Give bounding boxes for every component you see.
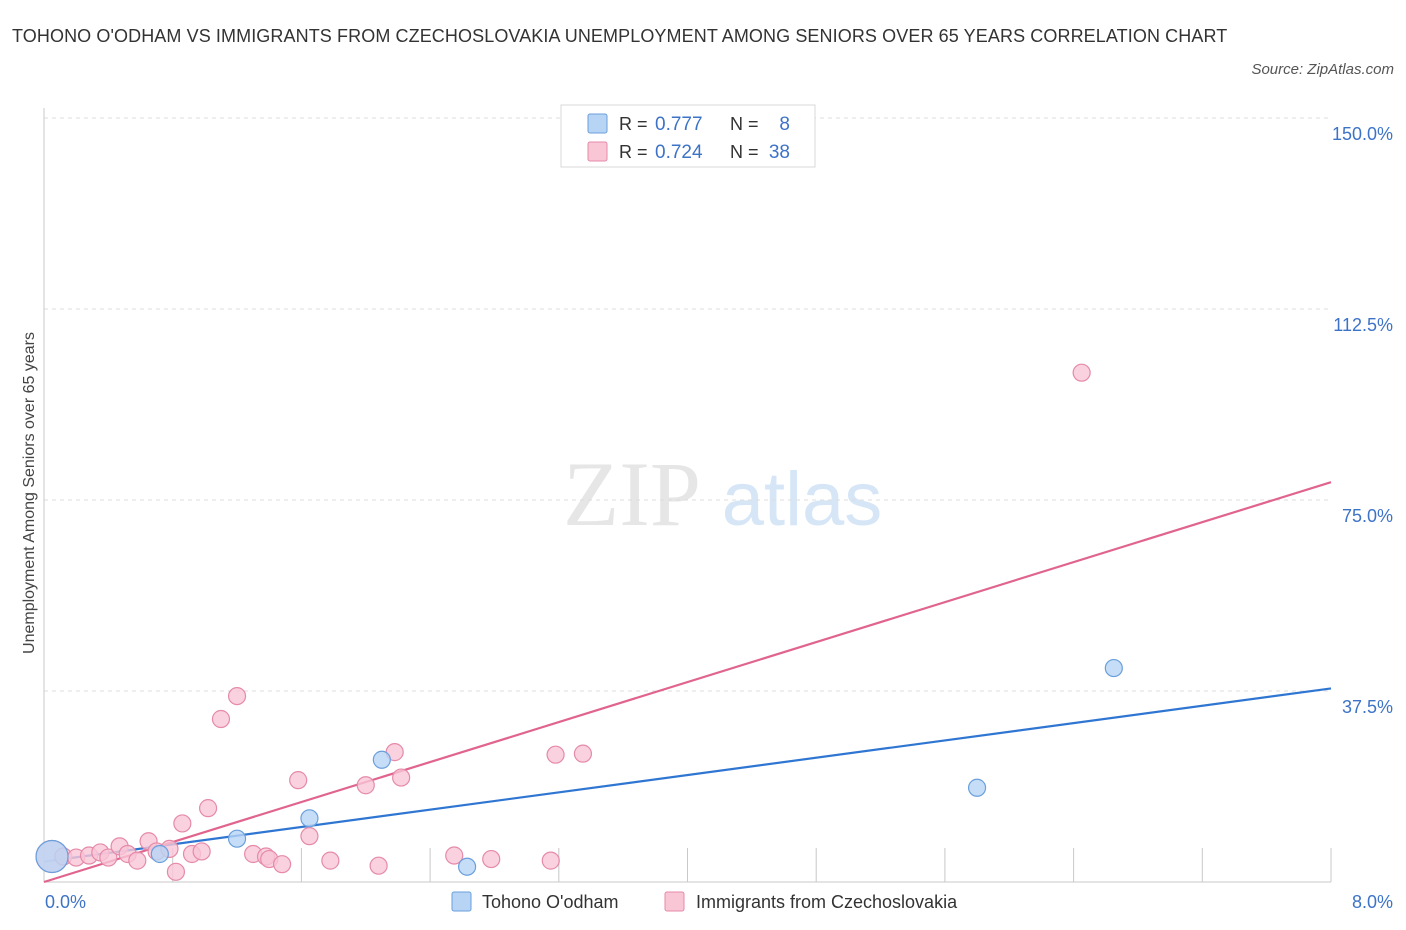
stats-n-label-pink: N = [730,142,759,162]
y-tick-label-3: 37.5% [1342,697,1393,717]
x-tick-label-0: 0.0% [45,892,86,912]
point-czechoslovakia-17 [211,709,231,729]
point-czechoslovakia-33 [546,745,565,764]
stats-r-label-blue: R = [619,114,648,134]
stats-swatch-pink [587,141,608,162]
point-czechoslovakia-29 [392,768,411,787]
point-tohono-6 [967,778,987,797]
stats-n-label-blue: N = [730,114,759,134]
data-points [35,363,1123,881]
stats-swatch-blue [587,113,608,134]
point-czechoslovakia-26 [356,776,375,795]
stats-r-value-blue: 0.777 [655,114,703,135]
point-czechoslovakia-24 [300,827,319,846]
legend-swatch-tohono [451,891,472,912]
point-czechoslovakia-16 [198,799,218,818]
point-tohono-4 [372,750,391,769]
point-czechoslovakia-30 [445,846,464,865]
point-czechoslovakia-25 [321,851,340,870]
series-legend: Tohono O'odham Immigrants from Czechoslo… [451,891,958,912]
point-czechoslovakia-8 [128,851,147,870]
source-credit: Source: ZipAtlas.com [1251,61,1394,78]
trend-line-tohono [43,687,1332,863]
trend-line-czechoslovakia [43,481,1332,884]
point-czechoslovakia-13 [173,814,192,833]
point-tohono-5 [458,857,477,876]
gridlines [44,117,1331,692]
stats-r-value-pink: 0.724 [655,142,703,163]
watermark-atlas: atlas [722,457,883,542]
legend-swatch-czechoslovakia [664,891,685,912]
stats-n-value-pink: 38 [769,142,790,163]
stats-n-value-blue: 8 [779,114,790,135]
point-czechoslovakia-35 [1072,363,1091,382]
point-tohono-1 [150,844,169,864]
watermark-zip: ZIP [563,443,701,545]
point-tohono-7 [1104,658,1123,678]
point-tohono-0 [35,839,69,874]
y-tick-label-2: 75.0% [1342,506,1393,526]
point-tohono-2 [227,829,247,848]
y-tick-label-1: 112.5% [1333,315,1393,335]
point-tohono-3 [300,809,319,828]
legend-label-czechoslovakia: Immigrants from Czechoslovakia [696,892,958,912]
point-czechoslovakia-32 [541,851,560,870]
point-czechoslovakia-12 [166,862,186,881]
y-tick-label-0: 150.0% [1332,124,1393,144]
point-czechoslovakia-15 [192,842,211,861]
axes [43,108,1332,883]
y-axis-label: Unemployment Among Seniors over 65 years [21,332,38,654]
point-czechoslovakia-34 [573,744,593,763]
stats-legend: R = 0.777 N = 8 R = 0.724 N = 38 [560,104,816,168]
point-czechoslovakia-31 [482,849,501,869]
tick-labels: 150.0% 112.5% 75.0% 37.5% 0.0% 8.0% [45,124,1393,912]
chart-title: TOHONO O'ODHAM VS IMMIGRANTS FROM CZECHO… [12,26,1228,46]
stats-r-label-pink: R = [619,142,648,162]
trend-lines [43,481,1332,884]
point-czechoslovakia-23 [289,771,308,790]
legend-label-tohono: Tohono O'odham [482,892,619,912]
point-czechoslovakia-5 [99,848,118,867]
point-czechoslovakia-18 [227,686,247,706]
x-tick-label-1: 8.0% [1352,892,1393,912]
point-czechoslovakia-22 [272,855,292,874]
point-czechoslovakia-27 [369,856,388,875]
